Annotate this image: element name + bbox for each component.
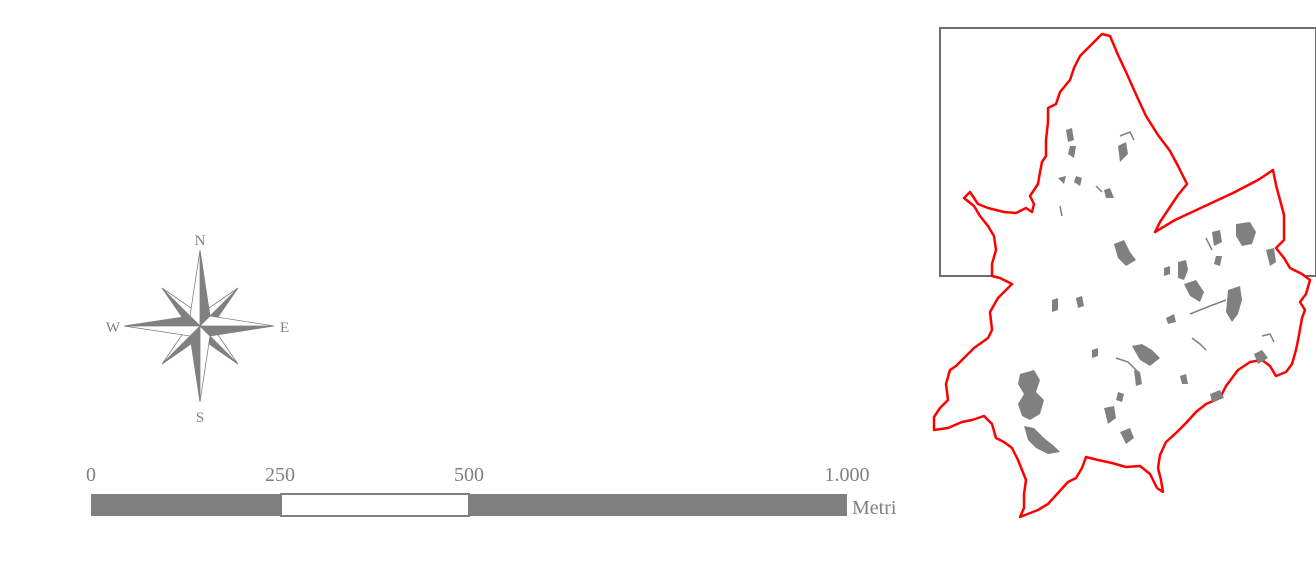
- compass-point-e-light: [199, 315, 275, 327]
- patch-layer: [1018, 128, 1276, 454]
- patch: [1164, 266, 1170, 276]
- patch: [1166, 314, 1176, 324]
- compass-point-w-dark: [123, 315, 201, 327]
- scale-segment-250-500: [280, 493, 470, 517]
- patch: [1118, 142, 1128, 162]
- scale-tick-label-0: 0: [86, 464, 96, 486]
- scale-tick-label-250: 250: [265, 464, 295, 486]
- compass-point-n-light: [189, 249, 201, 327]
- patch: [1076, 296, 1084, 308]
- compass-label-e: E: [280, 320, 289, 336]
- patch: [1254, 350, 1268, 364]
- patch: [1092, 348, 1098, 358]
- patch: [1120, 428, 1134, 444]
- patch-line: [1115, 357, 1139, 373]
- patch: [1066, 128, 1074, 142]
- patch: [1212, 230, 1222, 246]
- patch: [1114, 240, 1136, 266]
- scale-segment-500-1000: [469, 494, 847, 516]
- compass-point-w-light: [123, 325, 201, 337]
- patch: [1018, 370, 1044, 420]
- compass-point-s-light: [199, 325, 211, 403]
- scale-bar: 0 250 500 1.000 Metri: [86, 464, 897, 519]
- compass-point-s-dark: [189, 325, 201, 403]
- compass-label-s: S: [196, 410, 204, 426]
- patch-line: [1205, 237, 1213, 251]
- patch: [1180, 374, 1188, 384]
- patch-line-layer: [1059, 131, 1275, 373]
- patch-line: [1191, 337, 1207, 351]
- compass-point-e-dark: [199, 325, 275, 337]
- patch: [1226, 286, 1242, 322]
- study-area-map: [932, 27, 1316, 519]
- patch: [1104, 188, 1114, 198]
- patch-line: [1059, 205, 1063, 217]
- patch: [1210, 390, 1224, 402]
- patch: [1184, 280, 1204, 302]
- patch: [1104, 406, 1116, 424]
- patch: [1214, 256, 1222, 266]
- patch: [1178, 260, 1188, 280]
- patch-line: [1189, 299, 1227, 315]
- scale-tick-label-500: 500: [454, 464, 484, 486]
- patch-line: [1119, 131, 1135, 141]
- scale-segment-0-250: [91, 494, 281, 516]
- patch: [1236, 222, 1256, 246]
- patch: [1266, 248, 1276, 266]
- compass-label-n: N: [195, 233, 206, 249]
- patch: [1058, 176, 1066, 184]
- patch: [1134, 370, 1142, 386]
- patch: [1074, 176, 1082, 186]
- patch-line: [1095, 185, 1103, 193]
- compass-label-w: W: [106, 320, 121, 336]
- compass-point-n-dark: [199, 249, 211, 327]
- scale-unit-label: Metri: [852, 497, 897, 519]
- patch: [1024, 426, 1060, 454]
- patch: [1116, 392, 1124, 402]
- patch: [1132, 344, 1160, 366]
- patch: [1068, 146, 1076, 158]
- scale-tick-label-1000: 1.000: [825, 464, 870, 486]
- patch-line: [1261, 333, 1275, 343]
- north-arrow: N S E W: [106, 233, 289, 426]
- patch: [1052, 298, 1058, 312]
